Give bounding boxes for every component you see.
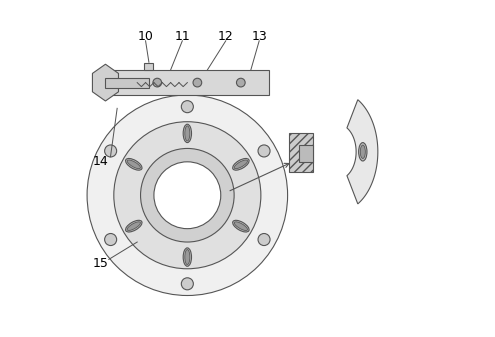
Text: 15: 15 <box>93 257 108 270</box>
Circle shape <box>258 145 270 157</box>
Circle shape <box>141 148 234 242</box>
Text: 11: 11 <box>174 30 190 43</box>
Circle shape <box>193 78 201 87</box>
FancyBboxPatch shape <box>105 78 149 88</box>
Circle shape <box>114 122 261 269</box>
Ellipse shape <box>183 124 192 143</box>
Circle shape <box>154 162 221 229</box>
Ellipse shape <box>185 250 190 265</box>
Circle shape <box>153 78 161 87</box>
Circle shape <box>181 278 194 290</box>
Circle shape <box>181 101 194 113</box>
Polygon shape <box>93 64 118 101</box>
Circle shape <box>237 78 245 87</box>
Ellipse shape <box>234 222 248 231</box>
Text: 13: 13 <box>251 30 267 43</box>
Ellipse shape <box>126 158 142 170</box>
Ellipse shape <box>233 220 249 232</box>
Circle shape <box>87 95 288 296</box>
Ellipse shape <box>127 160 141 168</box>
Ellipse shape <box>126 220 142 232</box>
Circle shape <box>104 145 117 157</box>
Ellipse shape <box>360 145 365 158</box>
Ellipse shape <box>183 248 192 266</box>
Text: 10: 10 <box>138 30 153 43</box>
Circle shape <box>258 234 270 246</box>
FancyBboxPatch shape <box>289 133 313 172</box>
FancyBboxPatch shape <box>105 70 269 95</box>
Polygon shape <box>347 100 378 204</box>
FancyBboxPatch shape <box>144 63 153 70</box>
FancyBboxPatch shape <box>299 145 313 162</box>
Text: 14: 14 <box>93 155 108 168</box>
Ellipse shape <box>359 143 367 161</box>
Circle shape <box>104 234 117 246</box>
Text: 12: 12 <box>218 30 234 43</box>
Ellipse shape <box>234 160 248 168</box>
Ellipse shape <box>233 158 249 170</box>
Ellipse shape <box>185 126 190 141</box>
Ellipse shape <box>127 222 141 231</box>
